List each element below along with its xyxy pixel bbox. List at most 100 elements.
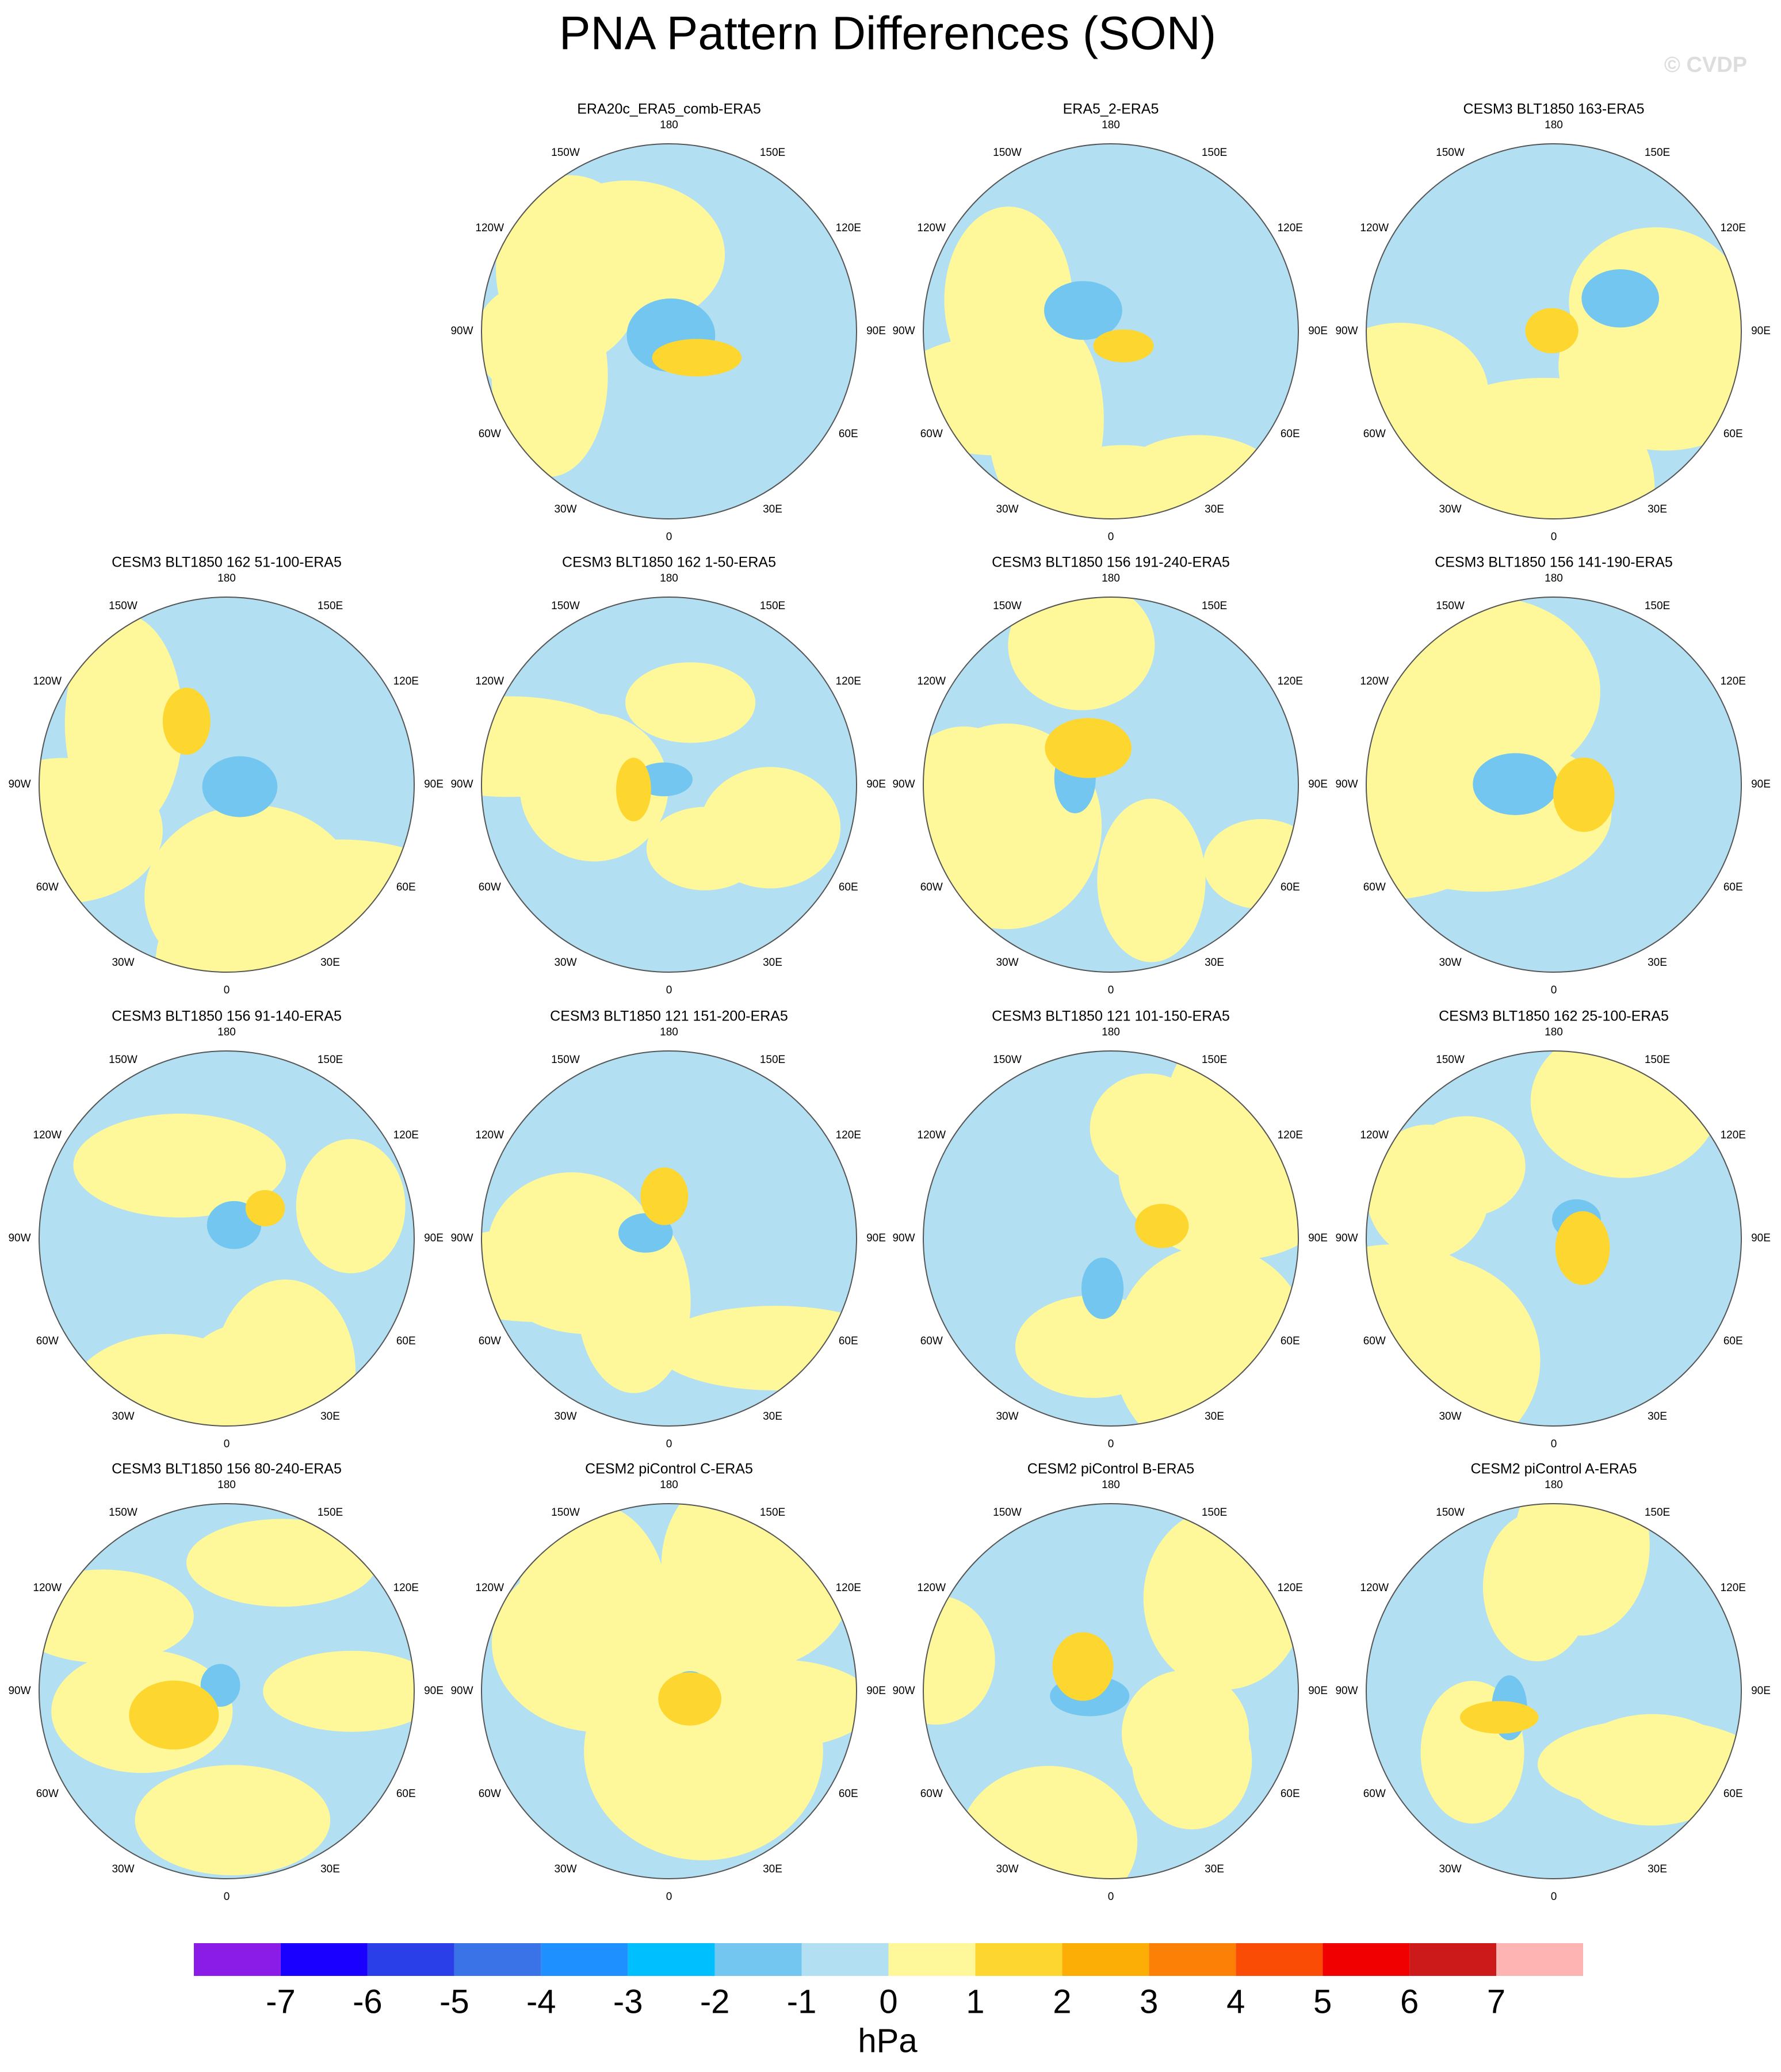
field-patch: [658, 1672, 721, 1726]
longitude-label: 180: [660, 119, 678, 131]
longitude-label: 90W: [450, 778, 473, 790]
colorbar-box: [1409, 1943, 1497, 1976]
longitude-label: 150W: [1436, 1054, 1465, 1066]
longitude-label: 120W: [475, 1129, 504, 1141]
longitude-label: 90E: [1751, 1685, 1771, 1697]
longitude-label: 30W: [996, 1863, 1018, 1875]
colorbar-tick-label: 2: [1053, 1983, 1071, 2020]
field-patch: [1553, 758, 1615, 832]
longitude-label: 30W: [554, 957, 576, 969]
longitude-label: 150E: [1645, 1054, 1670, 1066]
map-field: [481, 144, 857, 519]
map-border: [39, 597, 415, 973]
colorbar-tick-label: -7: [266, 1983, 296, 2020]
longitude-label: 0: [224, 1438, 230, 1450]
longitude-label: 120E: [836, 222, 861, 234]
longitude-label: 0: [666, 1438, 672, 1450]
longitude-label: 0: [224, 1891, 230, 1903]
colorbar-box: [628, 1943, 715, 1976]
panel-title: ERA20c_ERA5_comb-ERA5: [577, 101, 761, 117]
map-panel: ERA5_2-ERA5 180 150E 120E 90E 60E 30E 0 30W 60W 90…: [892, 101, 1327, 543]
longitude-label: 60E: [396, 1335, 416, 1347]
longitude-label: 60E: [1723, 1335, 1743, 1347]
colorbar-box: [888, 1943, 976, 1976]
map-panel: CESM3 BLT1850 163-ERA5 180 150E 120E 90E 60E 3…: [1335, 101, 1770, 543]
longitude-label: 120W: [1360, 1582, 1389, 1594]
longitude-label: 0: [1551, 984, 1557, 996]
field-patch: [507, 1249, 674, 1335]
field-patch: [1366, 1244, 1481, 1337]
panel-title: CESM3 BLT1850 156 91-140-ERA5: [112, 1008, 342, 1024]
map-field: [1366, 597, 1741, 972]
field-patch: [1375, 597, 1600, 786]
longitude-label: 30W: [1439, 957, 1461, 969]
field-patch: [73, 1114, 286, 1218]
longitude-label: 30W: [112, 1410, 134, 1423]
longitude-label: 60W: [1363, 881, 1386, 893]
longitude-label: 120E: [1278, 675, 1303, 687]
longitude-label: 90W: [450, 325, 473, 337]
longitude-label: 30E: [1648, 1863, 1667, 1875]
colorbar-tick-label: 5: [1313, 1983, 1332, 2020]
longitude-label: 150E: [1645, 600, 1670, 612]
field-patch: [923, 1595, 995, 1725]
longitude-label: 90W: [892, 325, 915, 337]
longitude-label: 150E: [318, 1507, 343, 1519]
colorbar-tick-label: 6: [1400, 1983, 1419, 2020]
longitude-label: 30W: [996, 503, 1018, 515]
longitude-label: 30W: [554, 1410, 576, 1423]
longitude-label: 60W: [920, 1788, 943, 1800]
field-patch: [1459, 1701, 1539, 1734]
colorbar-box: [280, 1943, 368, 1976]
longitude-label: 60W: [920, 1335, 943, 1347]
longitude-label: 180: [217, 1026, 236, 1038]
longitude-label: 90E: [866, 1685, 886, 1697]
longitude-label: 150E: [760, 1054, 785, 1066]
longitude-label: 90W: [892, 778, 915, 790]
field-patch: [700, 767, 841, 889]
longitude-label: 120W: [1360, 675, 1389, 687]
map-field: [1366, 144, 1741, 519]
longitude-label: 30E: [1205, 503, 1224, 515]
longitude-label: 90W: [1335, 1232, 1358, 1244]
longitude-label: 90W: [1335, 1685, 1358, 1697]
longitude-label: 30E: [763, 503, 782, 515]
map-field: [1366, 1504, 1741, 1879]
map-field: [923, 1051, 1298, 1426]
map-border: [1366, 143, 1742, 519]
longitude-label: 150E: [760, 600, 785, 612]
map-field: [39, 1051, 414, 1426]
longitude-label: 180: [1545, 1479, 1563, 1491]
longitude-label: 120W: [917, 1129, 946, 1141]
longitude-label: 180: [1545, 119, 1563, 131]
longitude-label: 120W: [917, 1582, 946, 1594]
longitude-label: 150W: [1436, 600, 1465, 612]
field-patch: [186, 1519, 377, 1607]
field-patch: [1044, 281, 1122, 340]
panel-title: CESM3 BLT1850 156 191-240-ERA5: [992, 555, 1230, 571]
longitude-label: 90E: [424, 1232, 444, 1244]
colorbar-tick-label: -3: [613, 1983, 643, 2020]
longitude-label: 120E: [836, 1582, 861, 1594]
colorbar-box: [367, 1943, 454, 1976]
longitude-label: 60W: [1363, 1788, 1386, 1800]
longitude-label: 90W: [1335, 778, 1358, 790]
watermark: © CVDP: [1664, 53, 1747, 77]
field-patch: [1132, 1692, 1252, 1830]
longitude-label: 60W: [479, 881, 501, 893]
longitude-label: 60W: [1363, 428, 1386, 440]
longitude-label: 150W: [551, 600, 580, 612]
longitude-label: 60E: [1281, 428, 1300, 440]
longitude-label: 150E: [760, 147, 785, 159]
map-border: [1366, 1050, 1742, 1427]
panel-title: CESM3 BLT1850 156 80-240-ERA5: [112, 1461, 342, 1477]
longitude-label: 120E: [393, 1129, 419, 1141]
longitude-label: 120E: [1721, 222, 1746, 234]
longitude-label: 120W: [1360, 222, 1389, 234]
longitude-label: 150W: [109, 600, 137, 612]
map-field: [481, 1051, 857, 1426]
panel-title: CESM3 BLT1850 121 101-150-ERA5: [992, 1008, 1230, 1024]
field-patch: [491, 1554, 705, 1732]
panel-title: CESM3 BLT1850 162 1-50-ERA5: [562, 555, 776, 571]
longitude-label: 120E: [393, 675, 419, 687]
